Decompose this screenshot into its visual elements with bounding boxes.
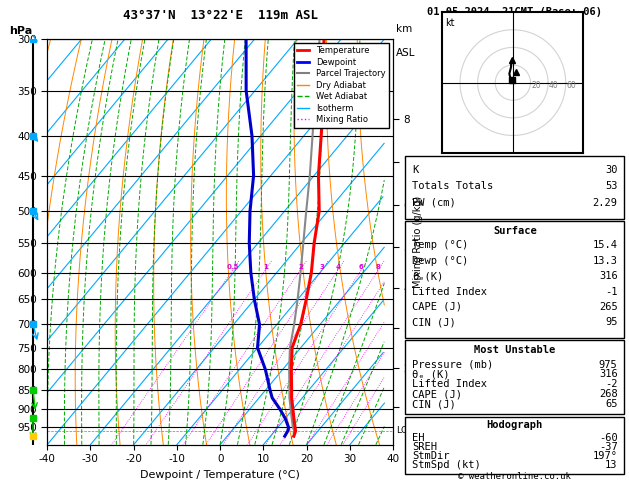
- Text: -2: -2: [605, 380, 618, 389]
- Text: 13.3: 13.3: [593, 256, 618, 266]
- X-axis label: Dewpoint / Temperature (°C): Dewpoint / Temperature (°C): [140, 470, 300, 480]
- Text: ASL: ASL: [396, 48, 416, 58]
- Text: 95: 95: [605, 317, 618, 328]
- Text: PW (cm): PW (cm): [412, 197, 456, 208]
- Bar: [405, 340, 625, 414]
- Text: 01.05.2024  21GMT (Base: 06): 01.05.2024 21GMT (Base: 06): [427, 7, 603, 17]
- Text: 65: 65: [605, 399, 618, 409]
- Text: θₑ(K): θₑ(K): [412, 271, 443, 281]
- Text: 60: 60: [567, 81, 576, 90]
- Text: 268: 268: [599, 389, 618, 399]
- Bar: [405, 417, 625, 474]
- Text: © weatheronline.co.uk: © weatheronline.co.uk: [459, 472, 571, 481]
- Text: Temp (°C): Temp (°C): [412, 241, 469, 250]
- Text: CIN (J): CIN (J): [412, 399, 456, 409]
- Text: 316: 316: [599, 271, 618, 281]
- Text: kt: kt: [445, 18, 455, 28]
- Text: K: K: [412, 165, 418, 175]
- Text: Surface: Surface: [493, 226, 537, 236]
- Text: hPa: hPa: [9, 26, 33, 36]
- Bar: [405, 156, 625, 219]
- Text: -60: -60: [599, 433, 618, 443]
- Text: Lifted Index: Lifted Index: [412, 287, 487, 296]
- Text: 975: 975: [599, 360, 618, 369]
- Text: StmSpd (kt): StmSpd (kt): [412, 460, 481, 470]
- Text: Lifted Index: Lifted Index: [412, 380, 487, 389]
- Text: 13: 13: [605, 460, 618, 470]
- Text: km: km: [396, 24, 413, 34]
- Bar: [405, 221, 625, 338]
- Text: Pressure (mb): Pressure (mb): [412, 360, 493, 369]
- Text: Dewp (°C): Dewp (°C): [412, 256, 469, 266]
- Text: 0.5: 0.5: [226, 264, 239, 270]
- Text: -37: -37: [599, 442, 618, 452]
- Text: 265: 265: [599, 302, 618, 312]
- Text: 197°: 197°: [593, 451, 618, 461]
- Text: 316: 316: [599, 369, 618, 380]
- Legend: Temperature, Dewpoint, Parcel Trajectory, Dry Adiabat, Wet Adiabat, Isotherm, Mi: Temperature, Dewpoint, Parcel Trajectory…: [294, 43, 389, 128]
- Text: 6: 6: [359, 264, 364, 270]
- Text: θₑ (K): θₑ (K): [412, 369, 450, 380]
- Text: LCL: LCL: [397, 426, 413, 435]
- Text: 2.29: 2.29: [593, 197, 618, 208]
- Text: 40: 40: [549, 81, 559, 90]
- Text: CIN (J): CIN (J): [412, 317, 456, 328]
- Text: Mixing Ratio (g/kg): Mixing Ratio (g/kg): [413, 196, 423, 288]
- Text: 43°37'N  13°22'E  119m ASL: 43°37'N 13°22'E 119m ASL: [123, 9, 318, 22]
- Text: EH: EH: [412, 433, 425, 443]
- Text: Totals Totals: Totals Totals: [412, 181, 493, 191]
- Text: 15.4: 15.4: [593, 241, 618, 250]
- Text: 3: 3: [320, 264, 325, 270]
- Text: Most Unstable: Most Unstable: [474, 345, 555, 355]
- Text: 53: 53: [605, 181, 618, 191]
- Text: 8: 8: [376, 264, 381, 270]
- Text: 2: 2: [298, 264, 303, 270]
- Text: Hodograph: Hodograph: [487, 420, 543, 430]
- Text: CAPE (J): CAPE (J): [412, 302, 462, 312]
- Text: 4: 4: [335, 264, 340, 270]
- Text: 30: 30: [605, 165, 618, 175]
- Text: 1: 1: [263, 264, 268, 270]
- Text: CAPE (J): CAPE (J): [412, 389, 462, 399]
- Text: -1: -1: [605, 287, 618, 296]
- Text: StmDir: StmDir: [412, 451, 450, 461]
- Text: SREH: SREH: [412, 442, 437, 452]
- Text: 20: 20: [532, 81, 541, 90]
